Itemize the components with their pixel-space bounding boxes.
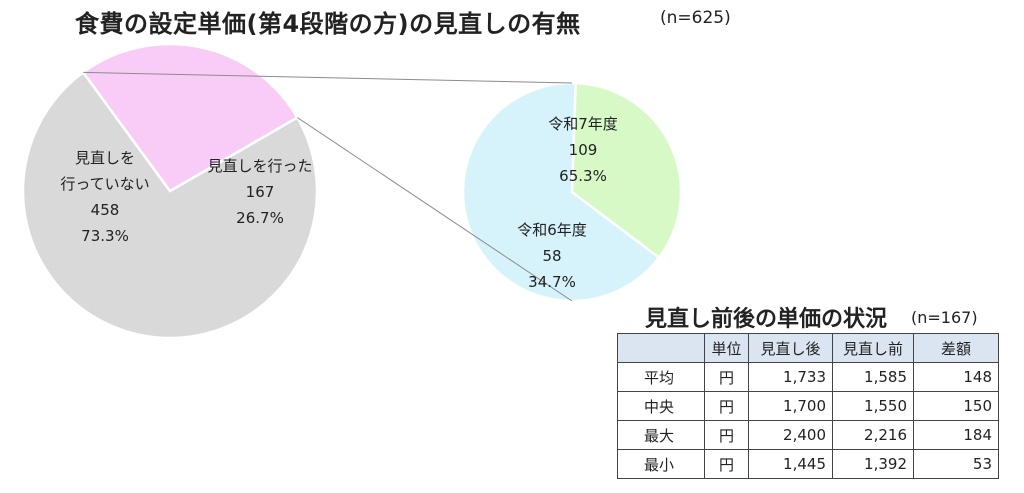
header-diff: 差額 — [913, 333, 999, 363]
header-before: 見直し前 — [832, 333, 914, 363]
row-diff: 184 — [913, 420, 999, 450]
connector-line-bottom — [297, 117, 573, 302]
table-header-row: 単位 見直し後 見直し前 差額 — [617, 333, 999, 363]
row-label: 最大 — [617, 420, 705, 450]
slice-not-reviewed — [21, 70, 319, 340]
row-before: 1,550 — [832, 391, 914, 421]
row-diff: 53 — [913, 449, 999, 479]
row-label: 最小 — [617, 449, 705, 479]
header-blank — [617, 333, 705, 363]
row-unit: 円 — [704, 391, 749, 421]
row-label: 平均 — [617, 362, 705, 392]
row-unit: 円 — [704, 362, 749, 392]
chart-title: 食費の設定単価(第4段階の方)の見直しの有無 — [75, 10, 581, 38]
row-before: 2,216 — [832, 420, 914, 450]
table-row: 最小 円 1,445 1,392 53 — [617, 449, 999, 479]
slice-r7 — [461, 81, 661, 303]
slice-label-r6: 令和6年度 58 34.7% — [517, 221, 587, 291]
connector-line-top — [83, 71, 573, 84]
row-after: 1,445 — [748, 449, 833, 479]
slice-label-r7: 令和7年度 109 65.3% — [548, 115, 618, 185]
table-row: 中央 円 1,700 1,550 150 — [617, 391, 999, 421]
row-before: 1,585 — [832, 362, 914, 392]
unit-price-table: 単位 見直し後 見直し前 差額 平均 円 1,733 1,585 148 中央 … — [617, 333, 999, 479]
sample-size: (n=625) — [660, 8, 731, 28]
row-unit: 円 — [704, 420, 749, 450]
row-before: 1,392 — [832, 449, 914, 479]
table-row: 平均 円 1,733 1,585 148 — [617, 362, 999, 392]
slice-reviewed — [81, 42, 300, 193]
table-row: 最大 円 2,400 2,216 184 — [617, 420, 999, 450]
slice-label-not-reviewed: 見直しを 行っていない 458 73.3% — [60, 149, 150, 245]
row-diff: 150 — [913, 391, 999, 421]
header-unit: 単位 — [704, 333, 749, 363]
row-unit: 円 — [704, 449, 749, 479]
header-after: 見直し後 — [748, 333, 833, 363]
slice-label-reviewed: 見直しを行った 167 26.7% — [207, 157, 313, 227]
table-title: 見直し前後の単価の状況 — [645, 307, 888, 332]
row-after: 1,700 — [748, 391, 833, 421]
row-after: 2,400 — [748, 420, 833, 450]
slice-r6 — [570, 81, 683, 260]
row-diff: 148 — [913, 362, 999, 392]
row-label: 中央 — [617, 391, 705, 421]
row-after: 1,733 — [748, 362, 833, 392]
table-sample-size: (n=167) — [911, 308, 978, 327]
